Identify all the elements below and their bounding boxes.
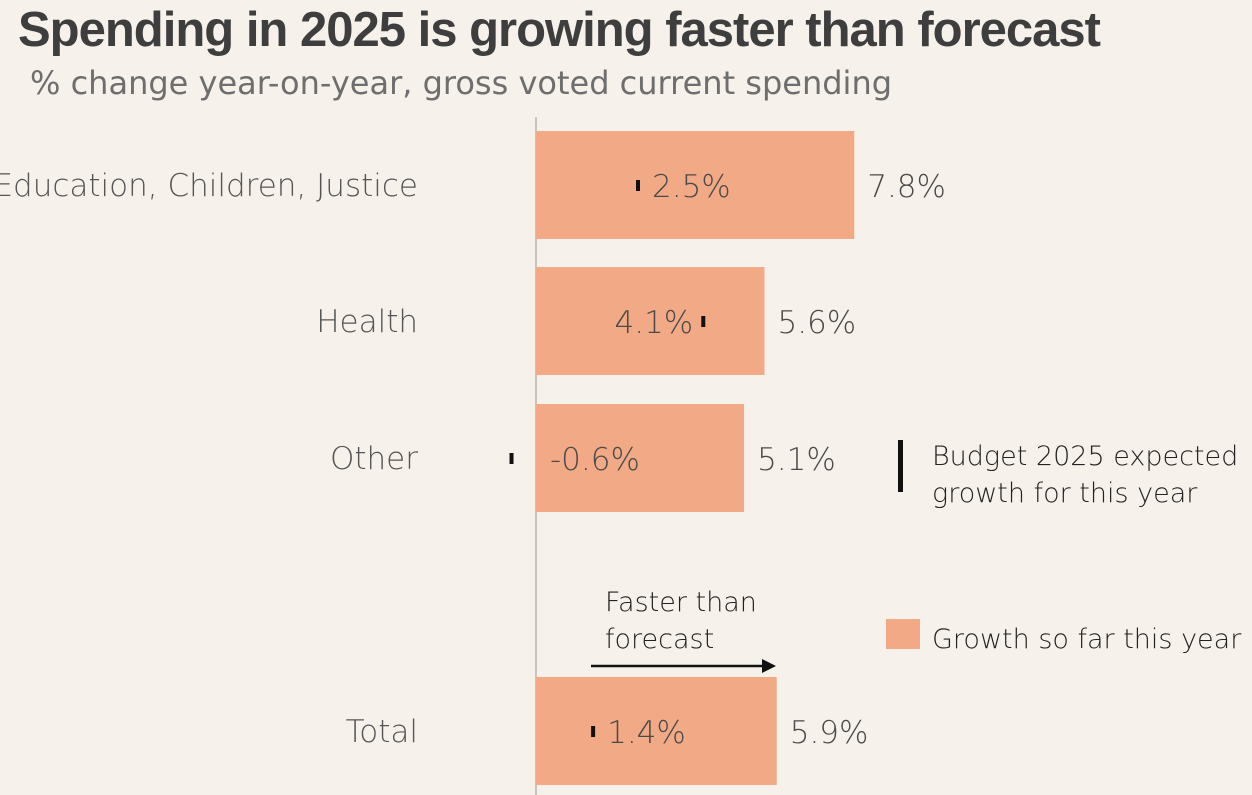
bar-value-label-1: 5.6%	[777, 305, 856, 341]
expected-marker-2	[509, 453, 514, 464]
chart-subtitle: % change year-on-year, gross voted curre…	[30, 64, 893, 102]
legend: Budget 2025 expected growth for this yea…	[886, 440, 1242, 655]
annotation-arrow-head	[762, 659, 776, 673]
legend-marker-label-line1: Budget 2025 expected	[932, 441, 1238, 472]
legend-bar-swatch	[886, 619, 920, 649]
expected-value-label-1: 4.1%	[615, 305, 694, 341]
bar-2	[536, 404, 745, 512]
expected-marker-3	[591, 726, 596, 737]
bar-0	[536, 131, 855, 239]
annotation-line1: Faster than	[605, 587, 757, 618]
annotation-line2: forecast	[605, 624, 714, 655]
expected-marker-0	[636, 180, 640, 191]
chart-title: Spending in 2025 is growing faster than …	[18, 3, 1101, 57]
expected-value-label-0: 2.5%	[652, 169, 731, 205]
bar-value-label-3: 5.9%	[790, 715, 869, 751]
category-label-3: Total	[346, 714, 418, 750]
bar-1	[536, 267, 765, 375]
expected-marker-1	[701, 316, 706, 327]
bar-value-label-0: 7.8%	[867, 169, 946, 205]
legend-marker-label-line2: growth for this year	[932, 478, 1198, 509]
annotation: Faster than forecast	[591, 587, 776, 673]
expected-value-label-2: -0.6%	[550, 442, 640, 478]
bars-group: Education, Children, Justice 7.8% 2.5% Heal…	[0, 131, 946, 785]
legend-marker-swatch	[898, 440, 903, 492]
category-label-2: Other	[330, 441, 418, 477]
bar-3	[536, 677, 777, 785]
category-label-1: Health	[316, 304, 418, 340]
category-label-0: Education, Children, Justice	[0, 168, 418, 204]
expected-value-label-3: 1.4%	[607, 715, 686, 751]
bar-value-label-2: 5.1%	[757, 442, 836, 478]
legend-bar-label: Growth so far this year	[932, 624, 1242, 655]
